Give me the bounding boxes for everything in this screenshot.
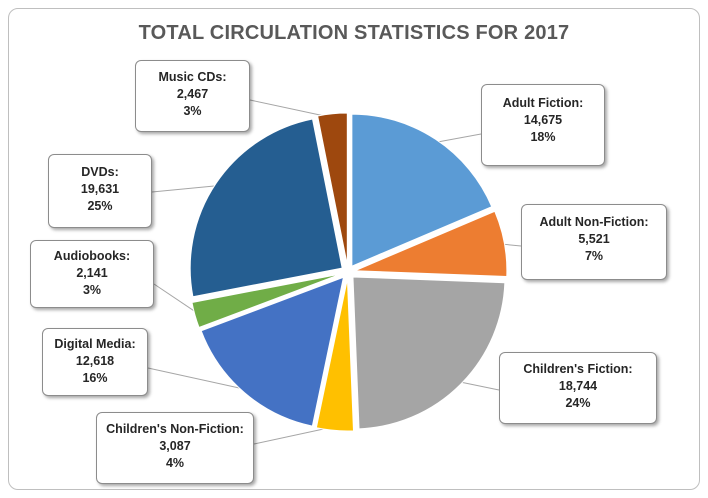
- pie-slice: [352, 276, 506, 430]
- chart-title: TOTAL CIRCULATION STATISTICS FOR 2017: [138, 22, 570, 44]
- callout-percent: 25%: [87, 199, 113, 213]
- callout-value: 2,467: [176, 87, 209, 101]
- pie-slice: [354, 210, 508, 278]
- callout-percent: 18%: [530, 130, 556, 144]
- callout-value: 5,521: [578, 232, 610, 246]
- callout-percent: 16%: [82, 371, 108, 385]
- callout-adult-fiction: Adult Fiction: 14,675 18%: [481, 84, 605, 166]
- callout-childrens-fiction: Children's Fiction: 18,744 24%: [499, 352, 657, 424]
- callout-music-cds: Music CDs: 2,467 3%: [135, 60, 250, 132]
- pie-slice: [189, 118, 343, 298]
- callout-label: Children's Non-Fiction:: [106, 422, 244, 436]
- callout-value: 19,631: [80, 182, 120, 196]
- callout-value: 3,087: [159, 439, 191, 453]
- callout-label: Audiobooks:: [53, 249, 131, 263]
- callout-value: 14,675: [523, 113, 563, 127]
- callout-value: 2,141: [76, 266, 108, 280]
- leader-line: [151, 184, 220, 193]
- callout-percent: 3%: [82, 283, 102, 297]
- callout-label: Children's Fiction:: [523, 362, 633, 376]
- pie-slice: [351, 113, 493, 267]
- leader-line: [253, 425, 336, 445]
- callout-label: Music CDs:: [158, 70, 227, 84]
- callout-label: DVDs:: [81, 165, 119, 179]
- callout-label: Digital Media:: [54, 337, 136, 351]
- callout-percent: 24%: [565, 396, 591, 410]
- leader-line: [249, 99, 333, 119]
- callout-label: Adult Non-Fiction:: [539, 215, 649, 229]
- pie-slice: [317, 112, 348, 266]
- callout-percent: 4%: [165, 456, 185, 470]
- pie-slice: [200, 276, 345, 427]
- callout-value: 18,744: [558, 379, 598, 393]
- callout-digital-media: Digital Media: 12,618 16%: [42, 328, 148, 396]
- callout-audiobooks: Audiobooks: 2,141 3%: [30, 240, 154, 308]
- callout-value: 12,618: [75, 354, 115, 368]
- leader-line: [147, 367, 248, 391]
- callout-label: Adult Fiction:: [502, 96, 584, 110]
- callout-dvds: DVDs: 19,631 25%: [48, 154, 152, 228]
- callout-childrens-non-fiction: Children's Non-Fiction: 3,087 4%: [96, 412, 254, 484]
- leader-line: [433, 133, 482, 144]
- pie-slice: [191, 273, 342, 329]
- callout-adult-non-fiction: Adult Non-Fiction: 5,521 7%: [521, 204, 667, 280]
- leader-line: [153, 283, 200, 315]
- leader-line: [457, 380, 500, 391]
- callout-percent: 7%: [584, 249, 604, 263]
- pie-slice: [315, 278, 355, 432]
- leader-lines: [147, 99, 522, 445]
- callout-percent: 3%: [183, 104, 202, 118]
